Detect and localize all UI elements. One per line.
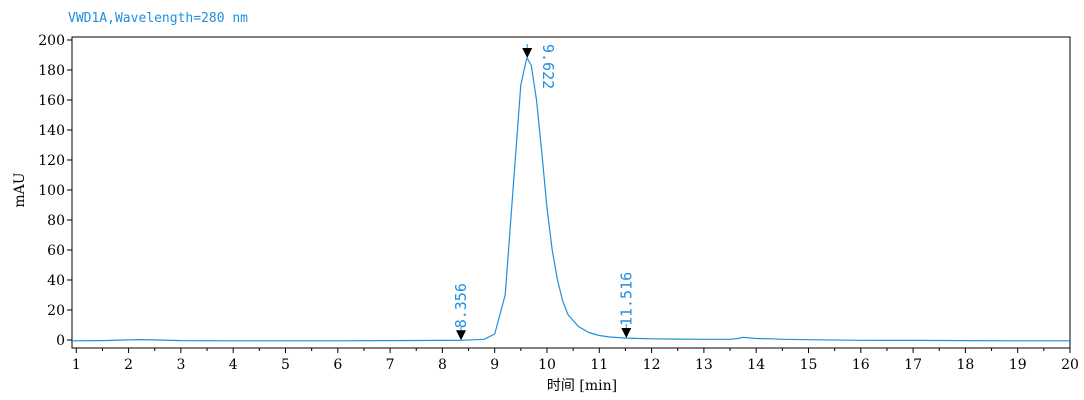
x-tick-label: 5 [281,357,290,373]
y-tick-label: 60 [47,243,65,259]
x-tick-label: 1 [72,357,81,373]
series-line [71,57,1070,342]
x-tick-label: 14 [747,357,765,373]
x-tick-label: 7 [386,357,395,373]
x-tick-label: 10 [538,357,556,373]
y-tick-label: 200 [38,33,65,49]
peak-marker [522,48,533,58]
y-tick-label: 20 [47,303,65,319]
peak-label: 11.516 [617,272,635,326]
series-layer [71,57,1070,342]
plot-frame [71,36,1071,349]
x-tick-label: 11 [590,357,608,373]
y-tick-label: 0 [56,333,65,349]
y-tick-label: 180 [38,63,65,79]
peak-label: 8.356 [452,283,470,328]
y-axis-label: mAU [12,172,28,207]
y-tick-label: 160 [38,93,65,109]
y-tick-label: 40 [47,273,65,289]
x-axis: 1 2 3 4 5 6 7 8 9 10 11 12 13 14 15 16 17 18 19 20 [72,348,1079,373]
peak-marker [456,330,467,341]
plot-border [71,36,1071,349]
x-tick-label: 12 [643,357,661,373]
y-axis: 0 20 40 60 80 100 120 140 160 180 200 [38,33,72,349]
y-tick-label: 140 [38,123,65,139]
y-tick-label: 120 [38,153,65,169]
x-tick-label: 9 [490,357,499,373]
x-tick-label: 17 [904,357,922,373]
chart-title: VWD1A,Wavelength=280 nm [68,11,248,26]
x-axis-label: 时间 [min] [547,378,617,394]
x-tick-label: 16 [852,357,870,373]
x-tick-label: 6 [333,357,342,373]
peak-marker [621,328,632,339]
x-tick-label: 4 [229,357,238,373]
x-tick-label: 13 [695,357,713,373]
x-tick-label: 15 [800,357,818,373]
x-tick-label: 20 [1061,357,1079,373]
y-tick-label: 80 [47,213,65,229]
x-tick-label: 18 [956,357,974,373]
x-tick-label: 19 [1009,357,1027,373]
x-tick-label: 3 [176,357,185,373]
peak-marker-layer: 8.356 9.622 11.516 [452,44,635,341]
x-tick-label: 2 [124,357,133,373]
y-tick-label: 100 [38,183,65,199]
x-tick-label: 8 [438,357,447,373]
peak-label: 9.622 [539,44,557,89]
